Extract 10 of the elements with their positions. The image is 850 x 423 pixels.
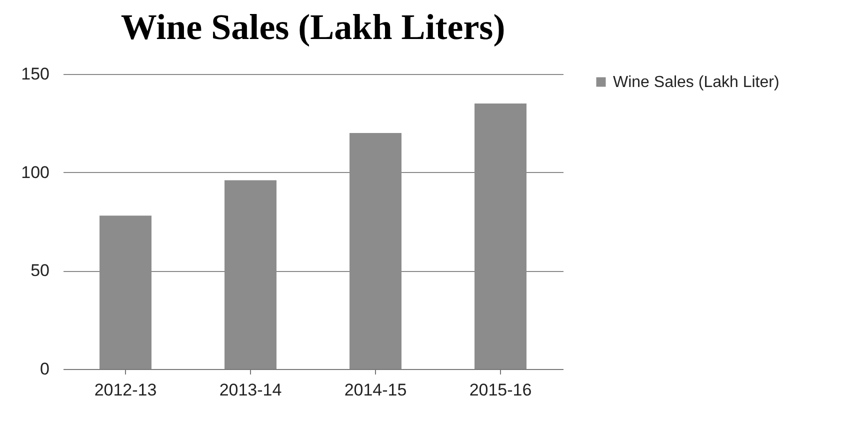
- y-tick-label: 100: [21, 162, 50, 182]
- y-tick-label: 150: [21, 64, 50, 84]
- chart-title: Wine Sales (Lakh Liters): [120, 7, 506, 47]
- y-tick-label: 0: [40, 360, 50, 378]
- x-tick-label: 2015-16: [469, 380, 532, 400]
- x-tick-label: 2012-13: [94, 380, 157, 400]
- y-tick-label: 50: [30, 261, 50, 280]
- legend-label: Wine Sales (Lakh Liter): [613, 74, 780, 91]
- x-tick-label: 2013-14: [219, 380, 282, 400]
- x-tick-label: 2014-15: [344, 380, 407, 400]
